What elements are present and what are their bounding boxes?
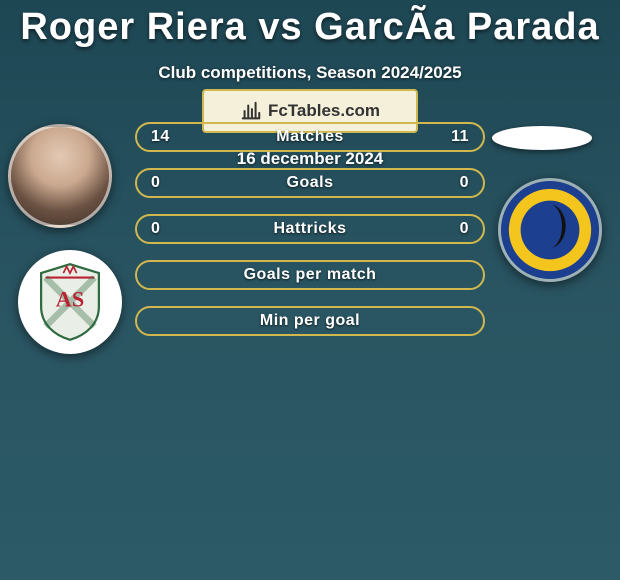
stat-right-value: 0 xyxy=(460,174,469,192)
stat-label: Min per goal xyxy=(260,312,360,330)
left-player-avatar xyxy=(8,124,112,228)
stat-left-value: 14 xyxy=(151,128,170,146)
stats-panel: 14 Matches 11 0 Goals 0 0 Hattricks 0 Go… xyxy=(135,122,485,352)
stat-right-value: 0 xyxy=(460,220,469,238)
stat-label: Hattricks xyxy=(274,220,347,238)
stat-label: Goals xyxy=(287,174,334,192)
right-player-avatar xyxy=(492,126,592,150)
stat-row-goals-per-match: Goals per match xyxy=(135,260,485,290)
right-club-crest: HCF xyxy=(498,178,602,282)
svg-text:HCF: HCF xyxy=(539,260,562,272)
stat-row-min-per-goal: Min per goal xyxy=(135,306,485,336)
crest-icon: HCF xyxy=(501,181,599,279)
left-club-crest: AS xyxy=(18,250,122,354)
stat-right-value: 11 xyxy=(451,128,469,146)
shield-icon: AS xyxy=(36,262,104,342)
stat-label: Matches xyxy=(276,128,344,146)
stat-left-value: 0 xyxy=(151,220,160,238)
watermark-label: FcTables.com xyxy=(268,101,380,121)
stat-left-value: 0 xyxy=(151,174,160,192)
stat-label: Goals per match xyxy=(244,266,377,284)
stat-row-matches: 14 Matches 11 xyxy=(135,122,485,152)
page-title: Roger Riera vs GarcÃ­a Parada xyxy=(0,0,620,49)
stat-row-hattricks: 0 Hattricks 0 xyxy=(135,214,485,244)
subtitle: Club competitions, Season 2024/2025 xyxy=(0,63,620,83)
bar-chart-icon xyxy=(240,100,262,122)
svg-text:AS: AS xyxy=(56,286,84,311)
stat-row-goals: 0 Goals 0 xyxy=(135,168,485,198)
